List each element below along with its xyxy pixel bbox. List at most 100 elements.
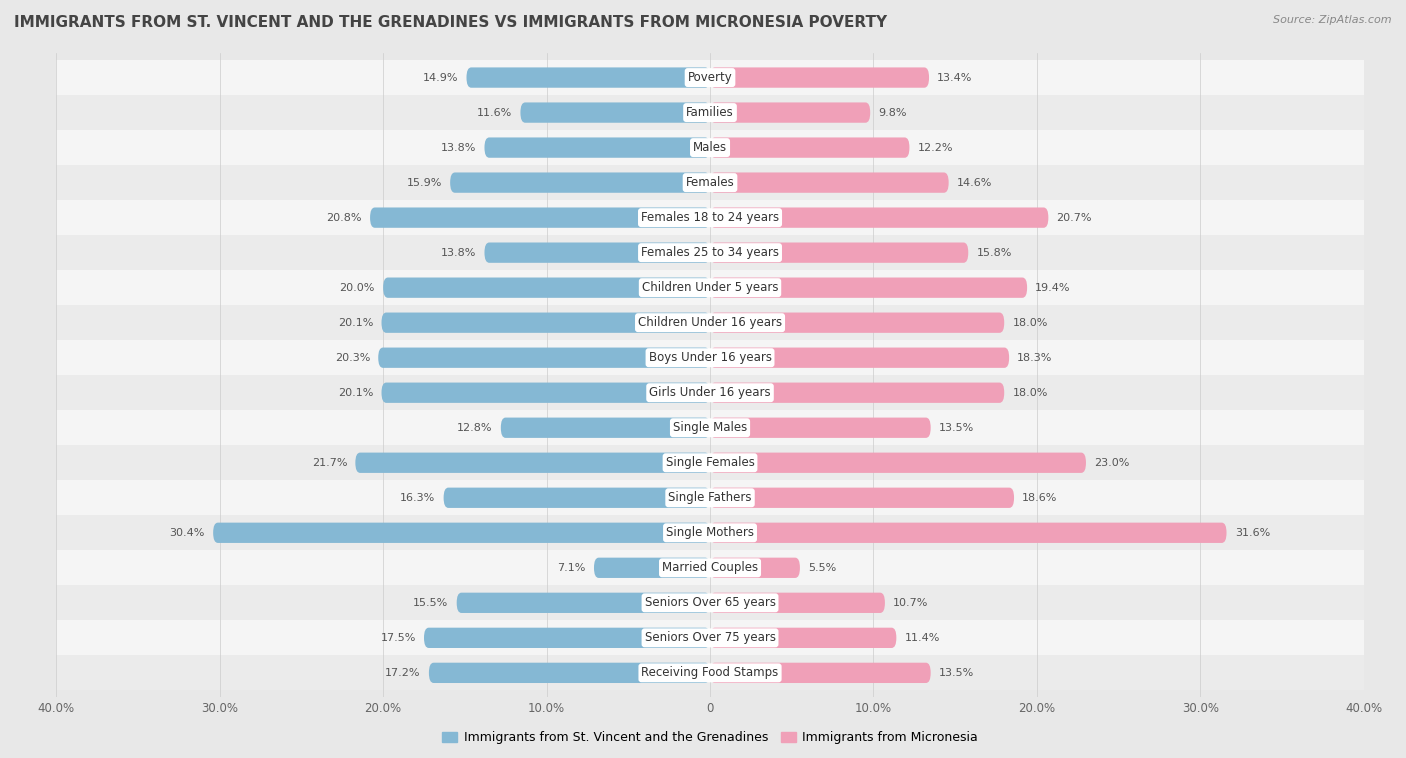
FancyBboxPatch shape [710, 312, 1004, 333]
Text: 16.3%: 16.3% [401, 493, 436, 503]
Text: Married Couples: Married Couples [662, 562, 758, 575]
Bar [0, 656, 1406, 691]
Bar [0, 585, 1406, 620]
Bar [0, 340, 1406, 375]
Text: 10.7%: 10.7% [893, 598, 928, 608]
FancyBboxPatch shape [429, 662, 710, 683]
Text: 15.5%: 15.5% [413, 598, 449, 608]
Text: Females 25 to 34 years: Females 25 to 34 years [641, 246, 779, 259]
Text: 21.7%: 21.7% [312, 458, 347, 468]
FancyBboxPatch shape [710, 102, 870, 123]
Text: 18.6%: 18.6% [1022, 493, 1057, 503]
Text: 17.5%: 17.5% [381, 633, 416, 643]
FancyBboxPatch shape [356, 453, 710, 473]
Text: Girls Under 16 years: Girls Under 16 years [650, 387, 770, 399]
FancyBboxPatch shape [710, 277, 1028, 298]
Text: Single Fathers: Single Fathers [668, 491, 752, 504]
FancyBboxPatch shape [457, 593, 710, 613]
Text: 20.1%: 20.1% [337, 318, 374, 327]
Text: 30.4%: 30.4% [170, 528, 205, 537]
Text: 5.5%: 5.5% [808, 562, 837, 573]
Text: 20.3%: 20.3% [335, 352, 370, 362]
Text: IMMIGRANTS FROM ST. VINCENT AND THE GRENADINES VS IMMIGRANTS FROM MICRONESIA POV: IMMIGRANTS FROM ST. VINCENT AND THE GREN… [14, 15, 887, 30]
Text: 15.8%: 15.8% [976, 248, 1012, 258]
Bar [0, 95, 1406, 130]
Text: Boys Under 16 years: Boys Under 16 years [648, 351, 772, 364]
FancyBboxPatch shape [381, 383, 710, 402]
FancyBboxPatch shape [381, 312, 710, 333]
Text: 9.8%: 9.8% [879, 108, 907, 117]
Bar [0, 550, 1406, 585]
Text: 11.4%: 11.4% [904, 633, 939, 643]
Legend: Immigrants from St. Vincent and the Grenadines, Immigrants from Micronesia: Immigrants from St. Vincent and the Gren… [437, 726, 983, 749]
FancyBboxPatch shape [710, 662, 931, 683]
FancyBboxPatch shape [450, 173, 710, 193]
Text: 13.8%: 13.8% [441, 143, 477, 152]
Bar [0, 445, 1406, 481]
Text: 18.0%: 18.0% [1012, 388, 1047, 398]
Bar [0, 60, 1406, 95]
FancyBboxPatch shape [710, 383, 1004, 402]
FancyBboxPatch shape [214, 522, 710, 543]
Text: Females: Females [686, 176, 734, 189]
Text: 20.8%: 20.8% [326, 213, 361, 223]
Bar [0, 200, 1406, 235]
Text: 18.3%: 18.3% [1018, 352, 1053, 362]
Text: Single Mothers: Single Mothers [666, 526, 754, 539]
Text: Children Under 16 years: Children Under 16 years [638, 316, 782, 329]
Bar [0, 410, 1406, 445]
Text: Females 18 to 24 years: Females 18 to 24 years [641, 211, 779, 224]
FancyBboxPatch shape [378, 348, 710, 368]
Text: Children Under 5 years: Children Under 5 years [641, 281, 779, 294]
Bar [0, 481, 1406, 515]
Text: 17.2%: 17.2% [385, 668, 420, 678]
Bar [0, 305, 1406, 340]
Bar [0, 270, 1406, 305]
Bar [0, 375, 1406, 410]
Text: 13.5%: 13.5% [939, 668, 974, 678]
FancyBboxPatch shape [710, 453, 1085, 473]
Text: 31.6%: 31.6% [1234, 528, 1270, 537]
Text: Source: ZipAtlas.com: Source: ZipAtlas.com [1274, 15, 1392, 25]
Text: 19.4%: 19.4% [1035, 283, 1071, 293]
Text: 13.5%: 13.5% [939, 423, 974, 433]
Text: 12.8%: 12.8% [457, 423, 492, 433]
FancyBboxPatch shape [467, 67, 710, 88]
Text: Males: Males [693, 141, 727, 154]
FancyBboxPatch shape [710, 558, 800, 578]
FancyBboxPatch shape [444, 487, 710, 508]
Text: Poverty: Poverty [688, 71, 733, 84]
FancyBboxPatch shape [710, 67, 929, 88]
Text: Families: Families [686, 106, 734, 119]
FancyBboxPatch shape [370, 208, 710, 228]
Text: 15.9%: 15.9% [406, 177, 441, 188]
Text: 20.1%: 20.1% [337, 388, 374, 398]
Text: 13.8%: 13.8% [441, 248, 477, 258]
FancyBboxPatch shape [710, 173, 949, 193]
Text: Single Males: Single Males [673, 421, 747, 434]
FancyBboxPatch shape [710, 348, 1010, 368]
FancyBboxPatch shape [593, 558, 710, 578]
FancyBboxPatch shape [710, 208, 1049, 228]
FancyBboxPatch shape [501, 418, 710, 438]
Text: 12.2%: 12.2% [918, 143, 953, 152]
FancyBboxPatch shape [485, 243, 710, 263]
Text: Single Females: Single Females [665, 456, 755, 469]
Text: 23.0%: 23.0% [1094, 458, 1129, 468]
Text: 11.6%: 11.6% [477, 108, 512, 117]
FancyBboxPatch shape [710, 593, 884, 613]
FancyBboxPatch shape [710, 418, 931, 438]
FancyBboxPatch shape [425, 628, 710, 648]
Text: 13.4%: 13.4% [938, 73, 973, 83]
Bar [0, 235, 1406, 270]
Bar [0, 515, 1406, 550]
Bar [0, 620, 1406, 656]
Text: 14.6%: 14.6% [957, 177, 993, 188]
Text: Seniors Over 75 years: Seniors Over 75 years [644, 631, 776, 644]
Bar [0, 130, 1406, 165]
Text: Receiving Food Stamps: Receiving Food Stamps [641, 666, 779, 679]
Text: 20.0%: 20.0% [340, 283, 375, 293]
FancyBboxPatch shape [710, 243, 969, 263]
Text: 14.9%: 14.9% [423, 73, 458, 83]
FancyBboxPatch shape [710, 487, 1014, 508]
